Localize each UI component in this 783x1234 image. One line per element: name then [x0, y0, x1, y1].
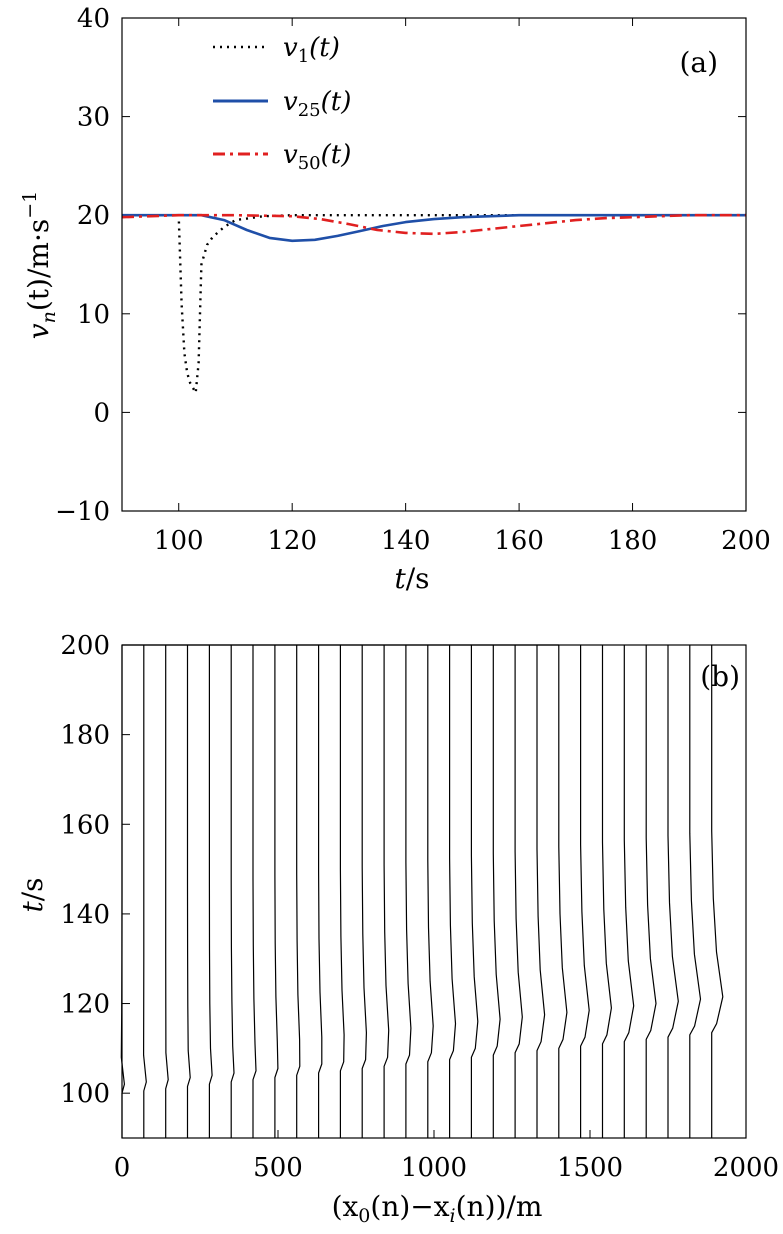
b-trajectory [318, 645, 323, 1138]
b-ytick-label: 200 [60, 631, 110, 661]
a-series-v1t [122, 214, 746, 394]
a-ylabel-sub: n [38, 311, 60, 323]
b-trajectory [601, 645, 613, 1138]
b-trajectory [536, 645, 546, 1138]
a-legend: v1(t) v25(t) v50(t) [213, 33, 351, 174]
b-plot-frame [121, 644, 747, 1139]
b-trajectory [296, 645, 301, 1138]
b-trajectory [623, 645, 635, 1138]
b-trajectory [449, 645, 457, 1138]
a-ylabel-rest: (t)/m·s [22, 219, 55, 311]
b-trajectory [230, 645, 235, 1138]
b-trajectory [252, 645, 257, 1138]
b-trajectory [274, 645, 279, 1138]
a-xtick-label: 160 [494, 526, 544, 556]
b-trajectory [711, 645, 724, 1138]
a-ytick-label: 40 [77, 4, 110, 34]
b-ticks [121, 644, 747, 1138]
b-ytick-label: 100 [60, 1079, 110, 1109]
b-trajectory [427, 645, 434, 1138]
b-trajectory [383, 645, 390, 1138]
a-plot-frame [121, 17, 747, 512]
b-xtick-label: 0 [114, 1153, 131, 1183]
panel-a: 100 120 140 160 180 200 −10 0 10 20 30 40 t/s vn(t… [19, 4, 771, 595]
b-trajectory [361, 645, 368, 1138]
b-xtick-label: 1000 [401, 1153, 467, 1183]
b-ytick-label: 140 [60, 900, 110, 930]
a-xtick-label: 140 [381, 526, 431, 556]
a-ylabel-exp: −1 [19, 191, 41, 219]
b-xtick-label: 1500 [557, 1153, 623, 1183]
a-ylabel-v: v [22, 323, 55, 339]
b-ylabel: t/s [16, 877, 49, 912]
b-panel-label: (b) [700, 660, 740, 693]
b-trajectory [667, 645, 679, 1138]
b-trajectory [689, 645, 702, 1138]
a-xlabel: t/s [394, 562, 429, 595]
b-trajectory [470, 645, 479, 1138]
panel-b: 0 500 1000 1500 2000 100 120 140 160 180 200 (x0(… [16, 631, 779, 1227]
a-ytick-label: −10 [55, 497, 110, 527]
legend-label-v1: v1(t) [283, 33, 340, 67]
b-trajectory [558, 645, 568, 1138]
a-xtick-label: 120 [267, 526, 317, 556]
b-trajectories [120, 644, 724, 1138]
legend-label-v50: v50(t) [283, 140, 351, 174]
legend-label-v25: v25(t) [283, 87, 351, 121]
b-trajectory [492, 645, 501, 1138]
a-xtick-label: 180 [608, 526, 658, 556]
b-trajectory [208, 645, 213, 1138]
a-ytick-label: 0 [93, 398, 110, 428]
a-series-group [121, 213, 746, 394]
a-panel-label: (a) [679, 46, 718, 79]
a-ticks [122, 17, 747, 512]
a-series-v50t [121, 213, 746, 236]
b-trajectory [186, 645, 191, 1138]
b-trajectory [339, 645, 345, 1138]
a-ylabel: vn(t)/m·s−1 [19, 191, 60, 339]
b-ytick-label: 160 [60, 810, 110, 840]
a-ytick-label: 30 [77, 103, 110, 133]
b-trajectory [514, 645, 523, 1138]
a-series-v25t [122, 213, 746, 243]
b-xtick-labels: 0 500 1000 1500 2000 [114, 1153, 779, 1183]
b-ytick-labels: 100 120 140 160 180 200 [60, 631, 110, 1109]
b-trajectory [405, 645, 412, 1138]
a-ytick-label: 10 [77, 300, 110, 330]
a-xtick-label: 100 [154, 526, 204, 556]
b-trajectory [580, 645, 590, 1138]
b-ytick-label: 180 [60, 721, 110, 751]
b-trajectory [142, 645, 147, 1138]
b-xlabel: (x0(n)−xi(n))/m [332, 1190, 543, 1227]
b-xtick-label: 500 [253, 1153, 303, 1183]
b-xtick-label: 2000 [713, 1153, 779, 1183]
b-trajectory [645, 645, 657, 1138]
a-xtick-label: 200 [721, 526, 771, 556]
a-xtick-labels: 100 120 140 160 180 200 [154, 526, 771, 556]
b-trajectory [165, 645, 169, 1138]
a-ytick-labels: −10 0 10 20 30 40 [55, 4, 110, 527]
b-ytick-label: 120 [60, 990, 110, 1020]
a-ytick-label: 20 [77, 201, 110, 231]
